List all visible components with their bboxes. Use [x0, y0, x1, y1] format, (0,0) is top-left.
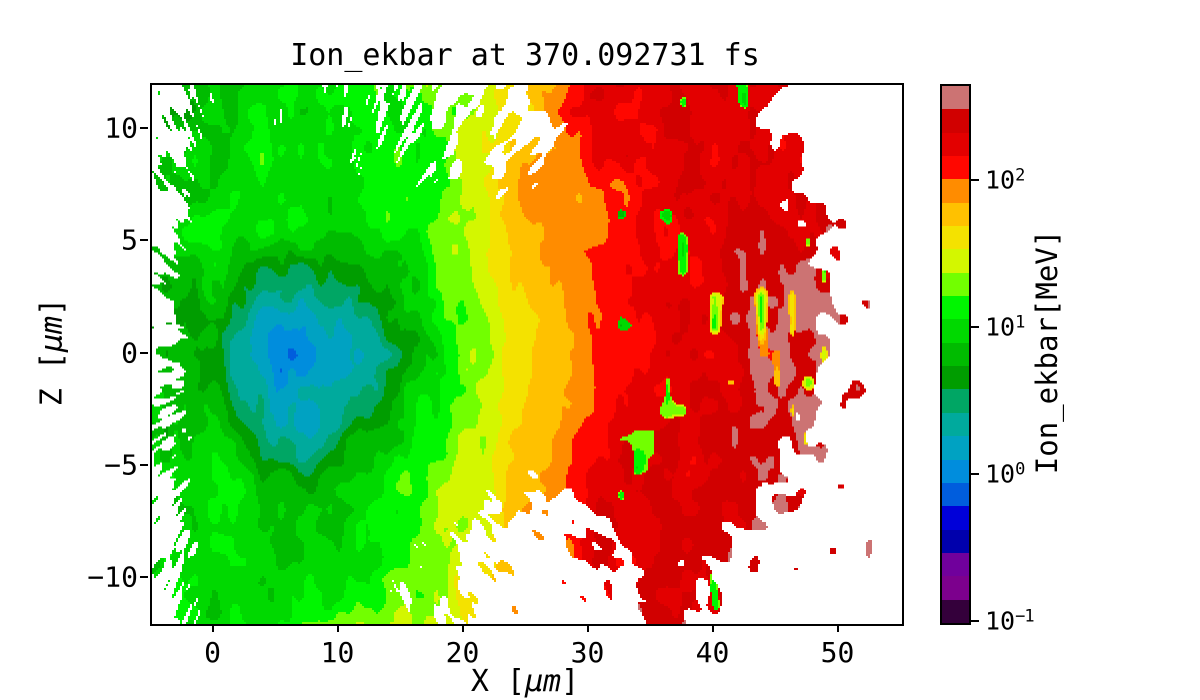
plot-area — [150, 83, 904, 626]
colorbar-band — [942, 436, 969, 460]
colorbar-tick-mantissa: 10 — [985, 165, 1016, 195]
colorbar-band — [942, 412, 969, 437]
colorbar-tick-mark — [971, 620, 979, 622]
x-tick-mark — [586, 624, 589, 632]
x-tick-label: 40 — [695, 636, 730, 669]
colorbar-tick-label: 101 — [985, 312, 1025, 342]
colorbar-band — [942, 132, 969, 157]
colorbar-band — [942, 226, 969, 250]
colorbar-tick-exponent: 2 — [1015, 165, 1025, 186]
x-tick-label: 30 — [570, 636, 605, 669]
colorbar-band — [942, 179, 969, 203]
x-tick-mark — [336, 624, 339, 632]
x-axis-label-text: X [ — [470, 664, 525, 699]
y-axis-label-text: Z [ — [34, 352, 70, 407]
x-axis-label: X [μm] — [150, 664, 900, 699]
x-axis-label-close: ] — [561, 664, 580, 699]
colorbar-band — [942, 482, 969, 507]
colorbar-band — [942, 319, 969, 343]
y-axis-label: Z [μm] — [35, 298, 70, 406]
colorbar — [940, 84, 971, 625]
chart-title: Ion_ekbar at 370.092731 fs — [290, 38, 760, 73]
colorbar-tick-mantissa: 10 — [985, 606, 1016, 636]
x-axis-label-math: μm — [525, 664, 562, 699]
x-tick-label: 10 — [320, 636, 355, 669]
x-tick-mark — [461, 624, 464, 632]
colorbar-tick-mark — [971, 178, 979, 181]
y-axis-label-math: μm — [34, 315, 70, 352]
colorbar-tick-exponent: 1 — [1015, 312, 1025, 333]
y-tick-label: −5 — [104, 448, 138, 482]
y-tick-mark — [140, 126, 148, 129]
colorbar-tick-label: 100 — [985, 459, 1025, 489]
x-tick-mark — [711, 624, 714, 632]
colorbar-band — [942, 506, 969, 530]
colorbar-tick-mark — [971, 472, 979, 475]
y-tick-label: 0 — [121, 336, 138, 369]
colorbar-tick-exponent: −1 — [1015, 606, 1035, 627]
colorbar-band — [942, 389, 969, 413]
y-tick-mark — [140, 239, 148, 242]
colorbar-band — [942, 599, 969, 623]
colorbar-band — [942, 202, 969, 227]
colorbar-label: Ion_ekbar[MeV] — [1030, 229, 1064, 475]
colorbar-tick-mark — [971, 325, 979, 328]
colorbar-band — [942, 529, 969, 553]
colorbar-tick-label: 10−1 — [985, 606, 1035, 636]
colorbar-tick-mantissa: 10 — [985, 312, 1016, 342]
colorbar-band — [942, 459, 969, 483]
heatmap-canvas — [152, 85, 902, 624]
colorbar-tick-label: 102 — [985, 165, 1025, 195]
colorbar-band — [942, 552, 969, 577]
colorbar-band — [942, 156, 969, 180]
x-tick-label: 20 — [445, 636, 480, 669]
colorbar-band — [942, 86, 969, 110]
y-tick-mark — [140, 576, 148, 579]
colorbar-band — [942, 109, 969, 133]
x-tick-mark — [211, 624, 214, 632]
x-tick-label: 0 — [204, 636, 221, 669]
y-tick-label: 5 — [121, 223, 138, 257]
colorbar-band — [942, 366, 969, 390]
colorbar-tick-mantissa: 10 — [985, 459, 1016, 489]
x-tick-label: 50 — [820, 636, 855, 669]
y-tick-mark — [140, 463, 148, 466]
colorbar-band — [942, 296, 969, 320]
y-tick-label: 10 — [104, 111, 138, 145]
colorbar-band — [942, 342, 969, 367]
colorbar-band — [942, 249, 969, 273]
y-tick-label: −10 — [87, 560, 138, 594]
colorbar-band — [942, 272, 969, 297]
colorbar-tick-exponent: 0 — [1015, 459, 1025, 480]
x-tick-mark — [836, 624, 839, 632]
y-axis-label-close: ] — [34, 297, 70, 316]
y-tick-mark — [140, 351, 148, 354]
colorbar-band — [942, 576, 969, 600]
